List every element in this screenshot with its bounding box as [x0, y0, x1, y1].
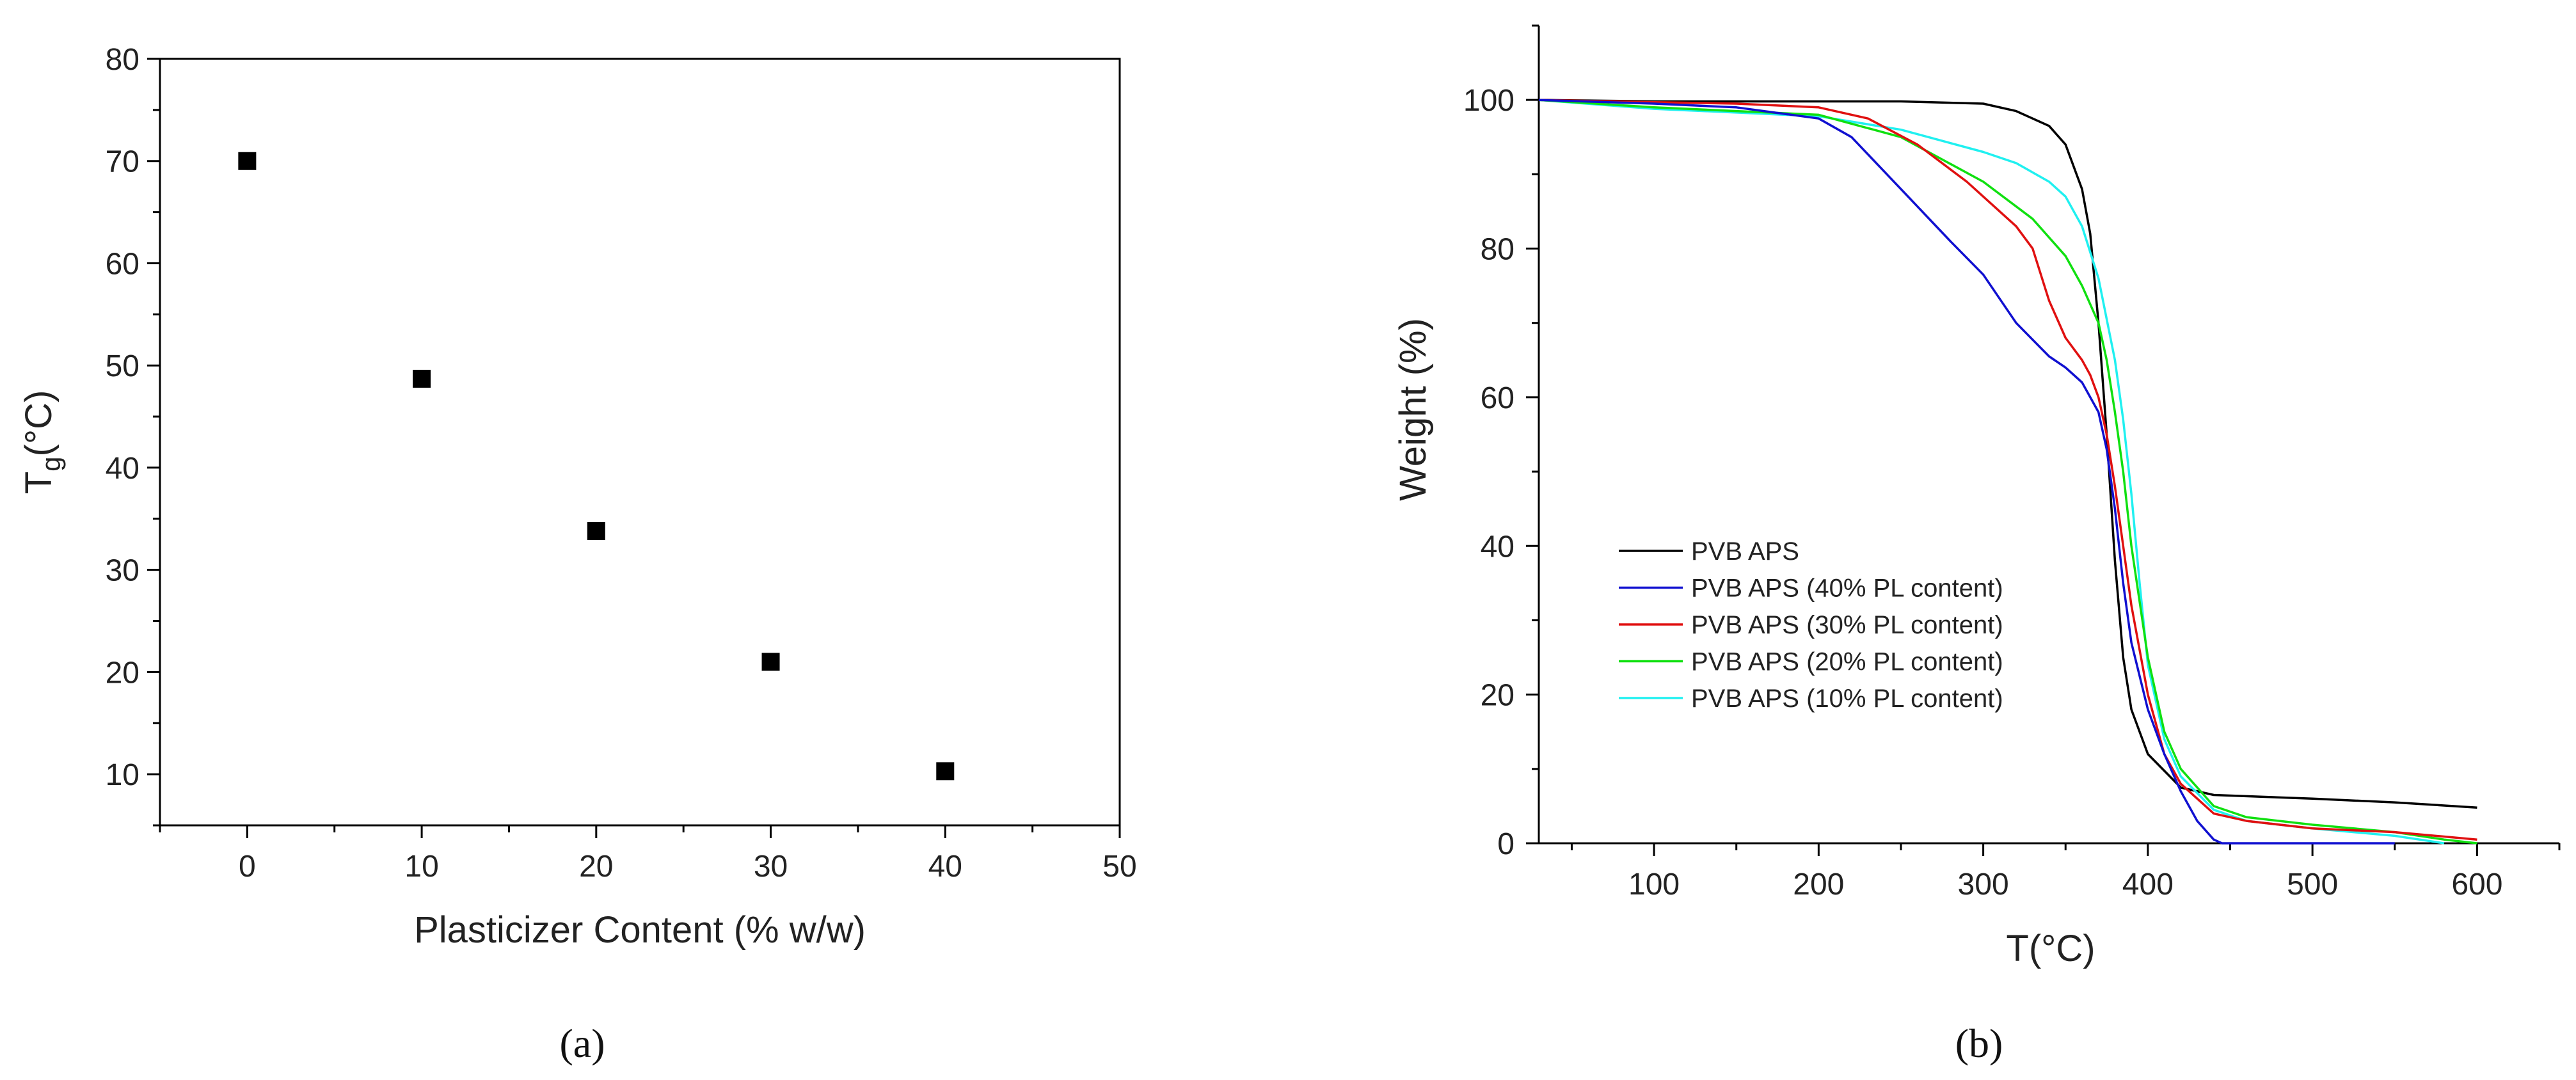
y-axis-ticks: 10 20 30 40 50 60 70 80 — [106, 43, 160, 827]
x-tick-label: 20 — [579, 850, 613, 884]
legend-label: PVB APS (20% PL content) — [1691, 648, 2003, 676]
x-axis-title: T(°C) — [2006, 928, 2095, 969]
y-tick-label: 60 — [1481, 381, 1515, 415]
y-axis-title: Weight (%) — [1392, 318, 1434, 501]
x-axis-ticks: 100 200 300 400 500 600 — [1570, 843, 2561, 901]
series-line — [1538, 99, 2477, 845]
scatter-point — [238, 152, 257, 170]
scatter-point — [936, 762, 955, 781]
x-tick-label: 400 — [2122, 868, 2174, 901]
series-line — [1538, 99, 2477, 809]
x-tick-label: 50 — [1102, 850, 1136, 884]
y-tick-label: 50 — [106, 349, 139, 383]
x-tick-label: 300 — [1958, 868, 2009, 901]
series-line — [1538, 99, 2477, 841]
legend-label: PVB APS (40% PL content) — [1691, 575, 2003, 603]
y-axis-title-subscript: g — [36, 456, 66, 471]
panel-a-caption: (a) — [559, 1020, 605, 1066]
y-tick-label: 20 — [106, 656, 139, 690]
y-axis-title: Tg(°C) — [18, 390, 66, 495]
x-tick-label: 0 — [239, 850, 256, 884]
legend-label: PVB APS (10% PL content) — [1691, 685, 2003, 713]
scatter-point — [587, 521, 605, 540]
y-tick-label: 80 — [1481, 233, 1515, 267]
y-tick-label: 40 — [106, 452, 139, 486]
y-tick-label: 0 — [1497, 827, 1515, 861]
y-tick-label: 20 — [1481, 679, 1515, 713]
x-tick-label: 40 — [928, 850, 962, 884]
legend-label: PVB APS (30% PL content) — [1691, 611, 2003, 639]
y-tick-label: 30 — [106, 554, 139, 588]
panel-b-caption: (b) — [1955, 1020, 2003, 1066]
x-tick-label: 10 — [404, 850, 438, 884]
x-tick-label: 30 — [754, 850, 788, 884]
series-line — [1538, 99, 2445, 845]
x-tick-label: 500 — [2287, 868, 2338, 901]
x-tick-label: 100 — [1628, 868, 1680, 901]
x-tick-label: 200 — [1793, 868, 1844, 901]
series-lines — [1538, 99, 2477, 845]
y-tick-label: 10 — [106, 758, 139, 792]
y-tick-label: 80 — [106, 43, 139, 77]
scatter-point — [761, 653, 780, 671]
y-tick-label: 60 — [106, 247, 139, 281]
y-tick-label: 70 — [106, 145, 139, 179]
scatter-point — [413, 369, 431, 388]
scatter-chart-panel-a: 10 20 30 40 50 60 70 80 0 10 20 30 40 50 Plasticizer… — [18, 43, 1137, 1066]
series-line — [1538, 99, 2395, 845]
y-tick-label: 40 — [1481, 530, 1515, 564]
y-axis-title-unit: (°C) — [18, 390, 60, 457]
x-axis-ticks: 0 10 20 30 40 50 — [159, 825, 1137, 884]
legend: PVB APS PVB APS (40% PL content) PVB APS (… — [1619, 537, 2003, 713]
y-tick-label: 100 — [1463, 84, 1515, 118]
x-tick-label: 600 — [2451, 868, 2502, 901]
y-axis-ticks: 0 20 40 60 80 100 — [1463, 24, 1539, 861]
legend-label: PVB APS — [1691, 537, 1799, 566]
y-axis-title-main: T — [18, 472, 60, 494]
plot-area-frame — [159, 58, 1121, 827]
scatter-points — [238, 152, 955, 781]
x-axis-title: Plasticizer Content (% w/w) — [414, 909, 866, 951]
